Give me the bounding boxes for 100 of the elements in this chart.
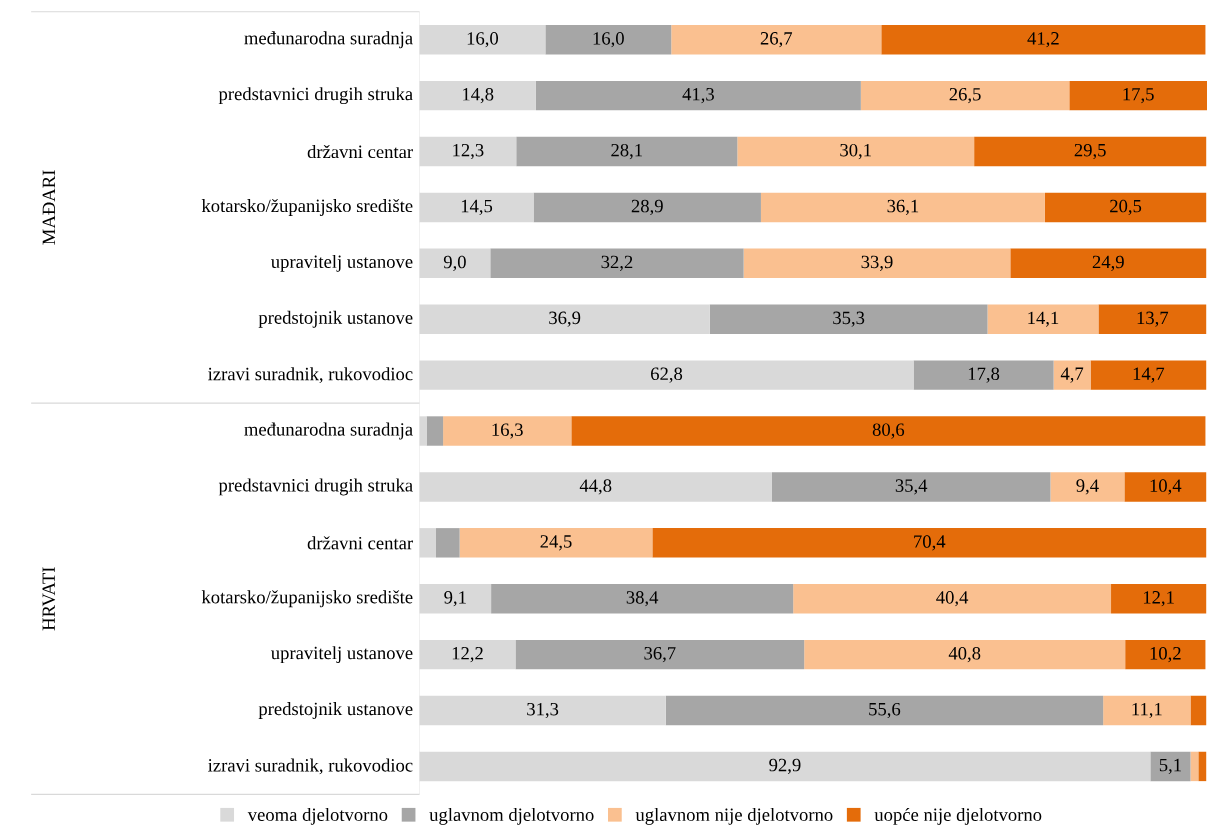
data-label: 5,1 — [1159, 759, 1181, 775]
data-label: 35,3 — [833, 311, 865, 328]
bar — [459, 528, 653, 558]
y-tick-label: predstavnici drugih struka — [218, 478, 413, 496]
bar — [426, 416, 444, 446]
data-label: 36,9 — [549, 311, 581, 328]
bar — [1069, 81, 1207, 111]
data-label: 26,5 — [949, 88, 981, 104]
data-label: 17,5 — [1123, 88, 1154, 104]
bar — [1198, 751, 1207, 782]
bar — [913, 360, 1054, 391]
y-tick-label: izravi suradnik, rukovodioc — [208, 367, 413, 384]
data-label: 40,4 — [936, 591, 969, 607]
bar — [491, 584, 794, 614]
bar — [860, 81, 1070, 111]
y-tick-label: državni centar — [307, 536, 413, 550]
data-label: 28,9 — [631, 200, 663, 216]
data-label: 20,5 — [1110, 200, 1142, 216]
bar — [671, 25, 882, 55]
data-label: 36,1 — [887, 200, 919, 216]
bar — [1090, 360, 1207, 391]
bar — [1053, 360, 1091, 391]
y-tick-label: državni centar — [307, 145, 413, 159]
bar — [652, 528, 1207, 558]
y-tick-label: predstojnik ustanove — [258, 311, 413, 328]
data-label: 14,7 — [1133, 367, 1165, 383]
bar — [881, 25, 1206, 55]
data-label: 12,2 — [452, 647, 483, 663]
data-label: 16,3 — [492, 423, 523, 439]
data-label: 24,9 — [1092, 255, 1124, 272]
bar — [987, 304, 1099, 335]
bar — [490, 248, 744, 279]
data-label: 17,8 — [968, 367, 1000, 383]
data-label: 10,4 — [1150, 479, 1182, 495]
bar — [571, 416, 1206, 446]
data-label: 33,9 — [861, 255, 893, 272]
legend-label: uglavnom djelotvorno — [429, 808, 594, 826]
bar — [793, 584, 1112, 614]
bar — [533, 192, 761, 223]
y-tick-label: međunarodna suradnja — [244, 422, 413, 440]
data-label: 12,1 — [1143, 591, 1174, 607]
bar — [1150, 751, 1191, 782]
bar — [1190, 751, 1199, 782]
bar — [771, 472, 1051, 502]
data-label: 16,0 — [467, 32, 499, 48]
data-label: 26,7 — [760, 32, 793, 48]
data-label: 80,6 — [872, 423, 905, 439]
data-label: 35,4 — [895, 479, 928, 495]
bar — [1050, 472, 1125, 502]
data-label: 55,6 — [869, 703, 901, 719]
data-label: 31,3 — [527, 703, 559, 719]
data-label: 14,8 — [463, 88, 494, 104]
data-label: 29,5 — [1074, 144, 1106, 160]
bar — [443, 416, 572, 446]
bar — [516, 137, 738, 167]
bar — [1098, 304, 1207, 335]
bar — [1010, 248, 1207, 279]
data-label: 13,7 — [1137, 311, 1169, 328]
bar — [515, 640, 805, 670]
y-tick-label: predstavnici drugih struka — [218, 87, 413, 105]
data-label: 9,0 — [443, 255, 466, 272]
bar — [760, 192, 1045, 223]
data-label: 44,8 — [579, 479, 612, 495]
bar — [535, 81, 861, 111]
text: MAĐARI — [42, 170, 55, 245]
legend-label: veoma djelotvorno — [247, 808, 388, 826]
data-label: 28,1 — [611, 144, 642, 160]
data-label: 38,4 — [626, 591, 659, 607]
bar — [974, 137, 1207, 167]
y-tick-label: upravitelj ustanove — [271, 646, 413, 664]
data-label: 14,5 — [461, 200, 493, 216]
data-label: 11,1 — [1132, 703, 1162, 719]
data-label: 92,9 — [769, 759, 801, 775]
data-label: 9,1 — [444, 591, 466, 607]
data-label: 24,5 — [540, 535, 572, 551]
bar — [1190, 696, 1207, 726]
y-tick-label: međunarodna suradnja — [244, 31, 413, 49]
data-label: 10,2 — [1150, 647, 1181, 663]
bar — [1125, 640, 1206, 670]
data-label: 16,0 — [593, 32, 624, 48]
bar — [1044, 192, 1207, 223]
legend-label: uopće nije djelotvorno — [874, 808, 1042, 826]
y-tick-label: upravitelj ustanove — [271, 255, 413, 272]
bar — [1103, 696, 1191, 726]
data-label: 12,3 — [453, 144, 484, 160]
bar — [709, 304, 988, 335]
y-tick-label: kotarsko/županijsko središte — [201, 199, 413, 217]
bar — [665, 696, 1104, 726]
bar — [804, 640, 1126, 670]
data-label: 9,4 — [1076, 479, 1099, 495]
legend-label: uglavnom nije djelotvorno — [635, 808, 833, 826]
bar — [545, 25, 672, 55]
y-tick-label: predstojnik ustanove — [258, 702, 413, 720]
y-tick-label: kotarsko/županijsko središte — [201, 590, 413, 608]
data-label: 40,8 — [948, 647, 981, 663]
bar — [436, 528, 460, 558]
bar — [743, 248, 1011, 279]
bar — [1124, 472, 1207, 502]
y-tick-label: izravi suradnik, rukovodioc — [208, 758, 413, 775]
data-label: 36,7 — [644, 647, 676, 663]
